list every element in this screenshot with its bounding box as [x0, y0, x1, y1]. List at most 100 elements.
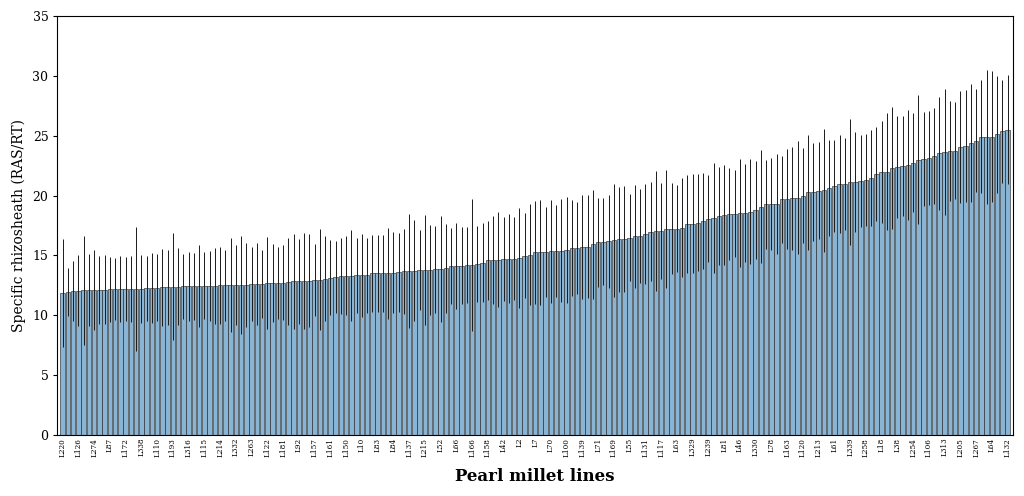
Bar: [743, 213, 748, 435]
Bar: [953, 150, 957, 435]
Bar: [365, 275, 370, 435]
Bar: [922, 159, 926, 435]
Bar: [554, 251, 558, 435]
Bar: [633, 237, 637, 435]
Bar: [801, 196, 805, 435]
Bar: [76, 291, 81, 435]
Bar: [176, 287, 180, 435]
Bar: [155, 288, 160, 435]
Bar: [166, 287, 170, 435]
Bar: [134, 289, 138, 435]
Bar: [228, 285, 232, 435]
Bar: [764, 204, 768, 435]
Bar: [292, 281, 296, 435]
Bar: [260, 284, 264, 435]
Bar: [905, 165, 910, 435]
Bar: [391, 273, 395, 435]
Bar: [460, 266, 464, 435]
Bar: [616, 239, 622, 435]
Bar: [139, 289, 143, 435]
Bar: [532, 252, 538, 435]
Bar: [769, 204, 774, 435]
Bar: [517, 258, 521, 435]
Bar: [885, 172, 889, 435]
Bar: [160, 287, 165, 435]
Bar: [265, 283, 269, 435]
Bar: [680, 228, 684, 435]
Bar: [701, 221, 706, 435]
Bar: [1006, 129, 1010, 435]
Bar: [648, 232, 653, 435]
Y-axis label: Specific rhizosheath (RAS/RT): Specific rhizosheath (RAS/RT): [11, 119, 26, 332]
Bar: [749, 212, 753, 435]
Bar: [863, 181, 868, 435]
Bar: [297, 281, 301, 435]
Bar: [401, 271, 407, 435]
Bar: [150, 288, 155, 435]
Bar: [108, 289, 113, 435]
Bar: [527, 255, 532, 435]
Bar: [275, 283, 281, 435]
Bar: [480, 263, 485, 435]
Bar: [87, 290, 91, 435]
Bar: [475, 264, 479, 435]
Bar: [811, 192, 816, 435]
Bar: [581, 247, 585, 435]
Bar: [591, 244, 595, 435]
Bar: [989, 137, 994, 435]
Bar: [250, 284, 254, 435]
Bar: [60, 293, 65, 435]
Bar: [507, 259, 511, 435]
Bar: [323, 279, 328, 435]
Bar: [455, 266, 459, 435]
Bar: [344, 276, 348, 435]
Bar: [144, 289, 148, 435]
Bar: [423, 270, 427, 435]
Bar: [995, 134, 999, 435]
Bar: [418, 270, 422, 435]
Bar: [334, 277, 338, 435]
Bar: [796, 197, 800, 435]
Bar: [329, 278, 333, 435]
Bar: [927, 158, 931, 435]
Bar: [900, 166, 905, 435]
Bar: [428, 270, 432, 435]
Bar: [239, 285, 244, 435]
Bar: [586, 247, 590, 435]
Bar: [490, 260, 496, 435]
Bar: [611, 240, 616, 435]
Bar: [270, 283, 274, 435]
Bar: [92, 290, 96, 435]
Bar: [396, 272, 401, 435]
Bar: [695, 223, 700, 435]
Bar: [371, 273, 375, 435]
Bar: [932, 156, 936, 435]
Bar: [754, 210, 758, 435]
Bar: [911, 163, 915, 435]
Bar: [386, 273, 390, 435]
Bar: [717, 216, 721, 435]
Bar: [947, 151, 952, 435]
Bar: [181, 286, 185, 435]
Bar: [670, 229, 674, 435]
Bar: [202, 286, 207, 435]
Bar: [606, 242, 611, 435]
Bar: [559, 250, 563, 435]
Bar: [737, 213, 742, 435]
Bar: [1000, 131, 1005, 435]
Bar: [675, 229, 679, 435]
Bar: [685, 224, 689, 435]
Bar: [838, 185, 842, 435]
Bar: [113, 289, 118, 435]
Bar: [223, 285, 227, 435]
Bar: [727, 214, 731, 435]
Bar: [213, 286, 217, 435]
Bar: [339, 276, 343, 435]
Bar: [71, 291, 76, 435]
Bar: [512, 258, 516, 435]
Bar: [732, 213, 737, 435]
Bar: [880, 172, 884, 435]
Bar: [449, 266, 454, 435]
Bar: [601, 242, 605, 435]
Bar: [564, 249, 569, 435]
